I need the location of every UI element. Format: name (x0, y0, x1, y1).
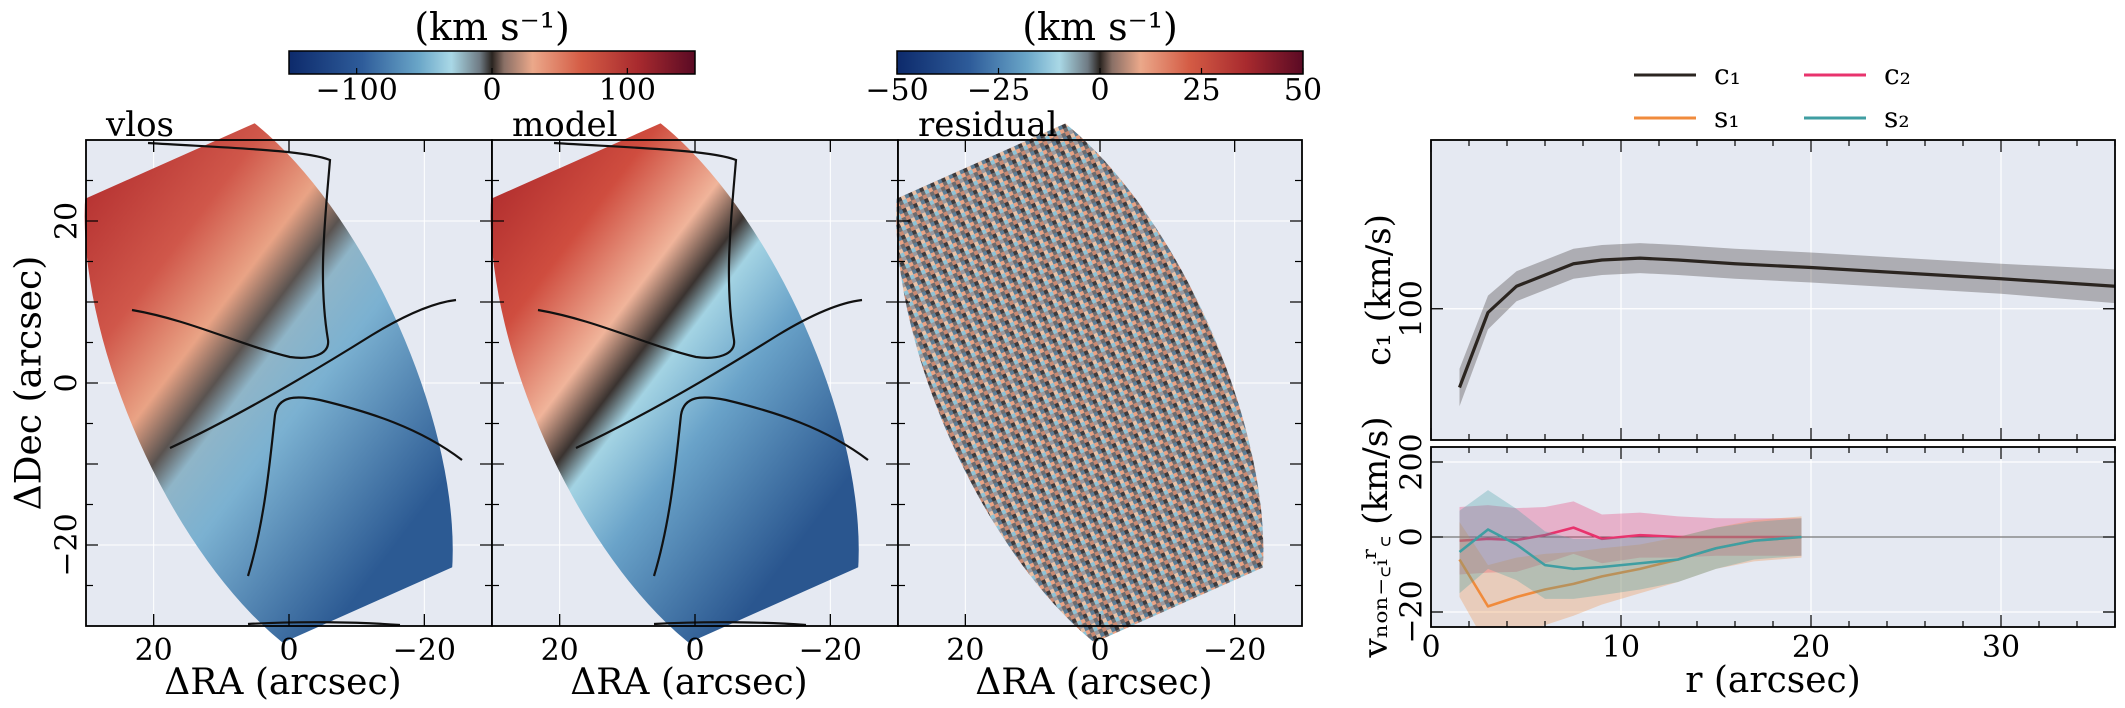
map-xtick-label: 20 (541, 633, 579, 668)
colorbar-tick-label: −50 (865, 73, 928, 108)
legend-entry: s₁ (1634, 101, 1740, 134)
legend-label: c₁ (1714, 58, 1741, 91)
map-ylabel: ΔDec (arcsec) (9, 256, 50, 511)
map-panel-title: residual (918, 105, 1058, 145)
series-c₁ (1458, 243, 2115, 407)
map-panel-title: model (512, 105, 617, 145)
contour-lines (537, 141, 869, 626)
y-axis-label: vₙₒₙ₋꜀ᵢʳ꜀ (km/s) (1356, 417, 1396, 659)
uncertainty-band (1459, 501, 1802, 575)
legend-entry: c₁ (1634, 58, 1741, 91)
series-line (1458, 256, 2115, 389)
map-xlabel: ΔRA (arcsec) (975, 662, 1212, 703)
contour (537, 141, 738, 359)
map-panel-residual: 20 0 −20 residual ΔRA (arcsec) (896, 84, 1303, 703)
velocity-field (490, 84, 859, 680)
map-panel-model: 20 0 −20 model ΔRA (arcsec) (490, 84, 899, 703)
colorbar-label: (km s⁻¹) (414, 5, 570, 49)
y-tick-label: 200 (1395, 433, 1430, 490)
legend-label: s₂ (1884, 101, 1910, 134)
colorbar-tick-label: 50 (1284, 73, 1322, 108)
contour (652, 396, 869, 577)
y-tick-label: 100 (1395, 280, 1430, 337)
map-xtick-label: 20 (135, 633, 173, 668)
map-xtick-label: 0 (279, 633, 298, 668)
contour (247, 621, 401, 626)
x-axis-label: r (arcsec) (1685, 660, 1861, 701)
map-panel-vlos: 20 0 −20 vlos ΔRA (arcsec) (84, 84, 493, 703)
colorbar-1: (km s⁻¹) −100 0 100 (288, 5, 696, 108)
colorbar-tick-label: 0 (482, 73, 501, 108)
legend: c₁ c₂ s₁ s₂ (1634, 58, 1911, 134)
contour (575, 298, 863, 449)
x-tick-label: 20 (1792, 630, 1830, 665)
contour (653, 621, 807, 626)
uncertainty-band (1459, 490, 1802, 599)
legend-label: c₂ (1884, 58, 1911, 91)
x-tick-label: 10 (1602, 630, 1640, 665)
map-xlabel: ΔRA (arcsec) (570, 662, 807, 703)
colorbar-tick-label: 100 (599, 73, 656, 108)
map-xtick-label: 0 (685, 633, 704, 668)
velocity-field (896, 84, 1264, 679)
contour (131, 141, 332, 359)
map-xlabel: ΔRA (arcsec) (164, 662, 401, 703)
x-tick-label: 0 (1421, 630, 1440, 665)
legend-entry: s₂ (1804, 101, 1910, 134)
map-xtick-label: −20 (799, 633, 862, 668)
colorbar-tick-label: 0 (1090, 73, 1109, 108)
velocity-field (84, 84, 453, 680)
colorbar-tick-label: −25 (967, 73, 1030, 108)
y-tick-label: −20 (1395, 580, 1430, 643)
map-xtick-label: 0 (1090, 633, 1109, 668)
map-xtick-label: −20 (393, 633, 456, 668)
y-tick-label: 0 (1395, 527, 1430, 546)
series-s₂ (1458, 490, 1802, 599)
colorbar-tick-label: 25 (1182, 73, 1220, 108)
y-axis-label: c₁ (km/s) (1359, 214, 1399, 366)
contour (246, 396, 463, 577)
map-xtick-label: 20 (946, 633, 984, 668)
contour (169, 298, 457, 449)
colorbar-tick-label: −100 (315, 73, 397, 108)
contour-lines (131, 141, 463, 626)
legend-label: s₁ (1714, 101, 1740, 134)
x-tick-label: 30 (1982, 630, 2020, 665)
colorbar-2: (km s⁻¹) −50 −25 0 25 50 (865, 5, 1322, 108)
map-xtick-label: −20 (1203, 633, 1266, 668)
map-ytick-label: 0 (50, 373, 85, 392)
map-panel-title: vlos (105, 105, 174, 145)
map-ytick-label: −20 (50, 513, 85, 576)
series-line (1458, 528, 1802, 571)
colorbar-label: (km s⁻¹) (1022, 5, 1178, 49)
map-ytick-label: 20 (50, 202, 85, 240)
colorbars: (km s⁻¹) −100 0 100 (km s⁻¹) −50 −25 0 25 50 (288, 5, 1322, 108)
legend-entry: c₂ (1804, 58, 1911, 91)
uncertainty-band (1459, 243, 2115, 407)
